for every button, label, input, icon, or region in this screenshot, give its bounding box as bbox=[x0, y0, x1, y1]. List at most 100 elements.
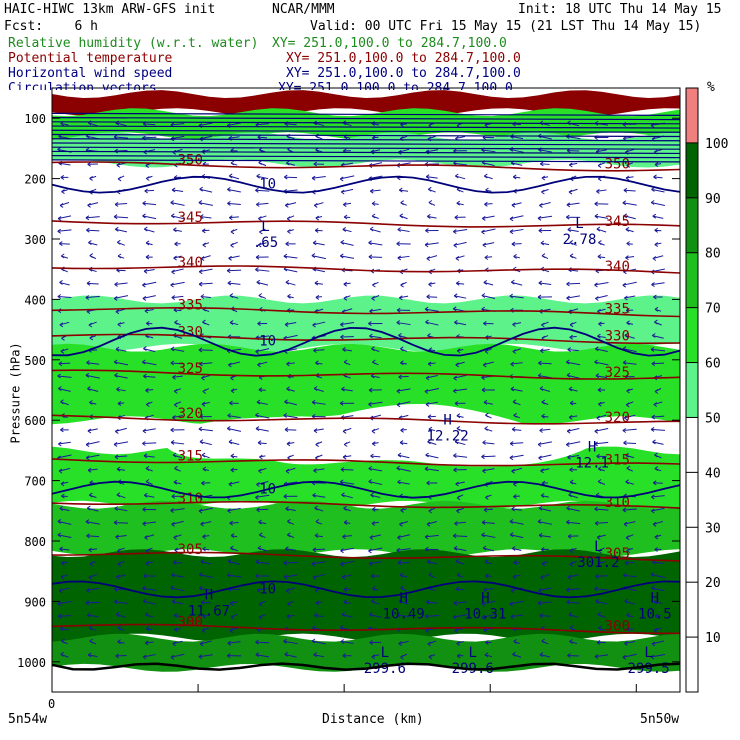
wind-vector bbox=[651, 282, 665, 286]
wind-vector-head bbox=[200, 294, 205, 299]
wind-vector-head bbox=[113, 295, 118, 301]
wind-vector-head bbox=[539, 386, 544, 391]
wind-vector-head bbox=[259, 229, 263, 235]
wind-vector-head bbox=[569, 479, 574, 485]
wind-vector-head bbox=[654, 452, 658, 458]
wind-vector-head bbox=[368, 548, 372, 554]
wind-vector bbox=[283, 414, 298, 419]
wind-vector-head bbox=[511, 506, 515, 512]
wind-vector-head bbox=[286, 361, 290, 367]
wind-vector-head bbox=[142, 428, 147, 434]
wind-vector bbox=[370, 189, 381, 192]
wind-vector-head bbox=[425, 546, 429, 552]
wind-vector bbox=[453, 374, 467, 379]
wind-vector bbox=[202, 229, 210, 232]
wind-vector-head bbox=[654, 547, 658, 552]
wind-vector-head bbox=[511, 546, 516, 551]
wind-vector bbox=[343, 202, 352, 206]
wind-vector bbox=[58, 467, 71, 472]
wind-vector bbox=[313, 242, 325, 246]
wind-vector-head bbox=[202, 614, 207, 620]
wind-vector-head bbox=[485, 412, 489, 418]
wind-vector bbox=[396, 401, 411, 406]
wind-vector bbox=[229, 216, 239, 219]
wind-vector bbox=[653, 601, 663, 604]
wind-vector-head bbox=[428, 426, 433, 432]
wind-vector bbox=[537, 441, 552, 445]
wind-vector bbox=[284, 653, 297, 658]
wind-vector bbox=[228, 361, 240, 366]
wind-vector-head bbox=[202, 319, 206, 325]
wind-vector bbox=[566, 507, 580, 512]
wind-vector bbox=[342, 455, 352, 458]
wind-vector-head bbox=[651, 494, 655, 500]
wind-vector-head bbox=[113, 359, 118, 365]
wind-vector bbox=[484, 256, 493, 259]
wind-vector bbox=[428, 415, 436, 418]
wind-vector-head bbox=[594, 213, 599, 219]
wind-vector-head bbox=[596, 639, 601, 645]
wind-vector bbox=[426, 601, 438, 604]
wind-vector bbox=[653, 176, 663, 179]
wind-vector bbox=[510, 614, 523, 618]
wind-vector-head bbox=[340, 253, 344, 259]
wind-vector-head bbox=[595, 296, 599, 301]
wind-vector-head bbox=[198, 200, 203, 206]
wind-vector bbox=[145, 641, 154, 644]
wind-vector-head bbox=[595, 346, 599, 352]
wind-vector-head bbox=[482, 440, 486, 445]
wind-vector bbox=[481, 295, 496, 299]
wind-vector-head bbox=[568, 189, 573, 195]
wind-vector bbox=[87, 428, 98, 432]
colorbar-segment bbox=[686, 307, 698, 363]
wind-vector bbox=[201, 601, 211, 604]
theta-contour bbox=[51, 458, 681, 467]
wind-vector-head bbox=[538, 228, 543, 234]
wind-vector bbox=[227, 507, 241, 512]
wind-vector-head bbox=[226, 653, 231, 659]
wind-vector-head bbox=[85, 215, 90, 221]
wind-vector-head bbox=[117, 639, 121, 645]
wind-vector bbox=[229, 522, 239, 524]
wind-vector-head bbox=[340, 625, 344, 631]
wind-vector-head bbox=[537, 215, 542, 221]
wind-vector-head bbox=[343, 281, 348, 287]
wind-vector bbox=[144, 309, 154, 312]
wind-vector-head bbox=[453, 293, 458, 299]
wind-vector bbox=[652, 561, 664, 565]
wind-vector-head bbox=[313, 348, 317, 353]
wind-vector-head bbox=[569, 400, 574, 406]
wind-vector bbox=[481, 534, 496, 538]
wind-vector bbox=[454, 321, 467, 326]
wind-vector-head bbox=[455, 255, 460, 261]
wind-vector bbox=[427, 215, 437, 219]
wind-vector-head bbox=[170, 427, 174, 433]
wind-vector bbox=[594, 588, 609, 591]
wind-vector bbox=[258, 442, 267, 445]
colorbar-segment bbox=[686, 637, 698, 692]
wind-vector-head bbox=[622, 360, 627, 366]
wind-vector-head bbox=[427, 414, 432, 420]
wind-vector-head bbox=[566, 359, 570, 365]
wind-vector-head bbox=[227, 425, 231, 431]
wind-contour bbox=[51, 326, 681, 357]
wind-vector bbox=[341, 494, 353, 499]
wind-vector-head bbox=[371, 213, 376, 219]
wind-vector-head bbox=[199, 414, 204, 420]
wind-vector-head bbox=[170, 200, 174, 206]
wind-vector-head bbox=[652, 439, 656, 445]
wind-vector-head bbox=[227, 186, 231, 192]
wind-vector-head bbox=[143, 268, 148, 274]
wind-vector bbox=[313, 654, 325, 658]
wind-vector-head bbox=[650, 346, 655, 352]
wind-vector bbox=[624, 600, 635, 605]
wind-vector bbox=[624, 414, 636, 419]
wind-vector-head bbox=[456, 200, 461, 206]
wind-vector bbox=[143, 455, 155, 458]
wind-vector bbox=[596, 189, 607, 192]
wind-contour-label: 10 bbox=[259, 334, 276, 350]
wind-vector bbox=[286, 162, 296, 166]
wind-vector bbox=[425, 454, 439, 459]
wind-vector bbox=[340, 415, 354, 419]
